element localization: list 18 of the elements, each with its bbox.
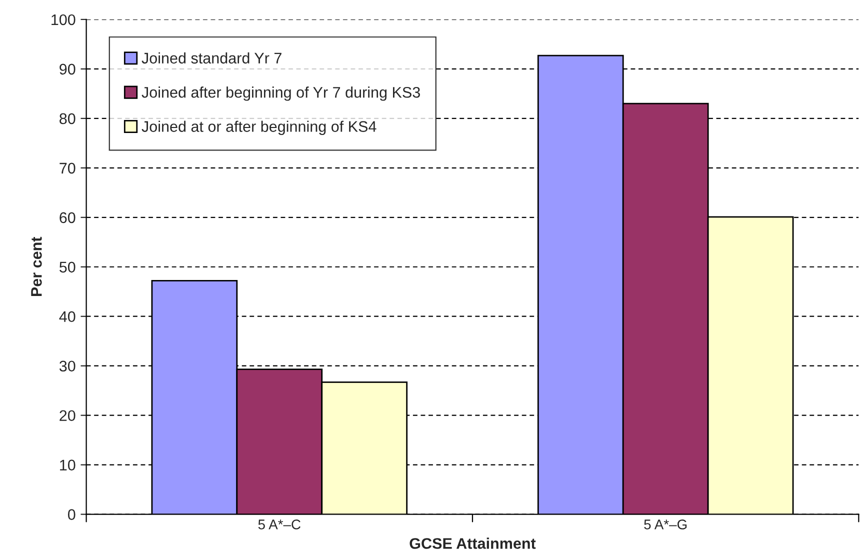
- y-tick-label: 80: [60, 113, 76, 124]
- y-axis-title: Per cent: [31, 236, 42, 296]
- y-tick-label: 70: [60, 162, 76, 174]
- legend-label: Joined standard Yr 7: [142, 52, 282, 64]
- x-tick-label: 5 A*–G: [644, 520, 687, 530]
- x-tick-label: 5 A*–C: [258, 520, 300, 530]
- x-axis-title: GCSE Attainment: [410, 538, 536, 549]
- legend-label: Joined at or after beginning of KS4: [142, 120, 376, 135]
- y-tick-label: 30: [59, 360, 76, 372]
- y-tick-label: 0: [68, 509, 76, 520]
- legend-label: Joined after beginning of Yr 7 during KS3: [142, 86, 420, 101]
- y-tick-label: 100: [52, 14, 76, 26]
- y-tick-label: 60: [60, 212, 76, 224]
- y-tick-label: 50: [60, 262, 76, 273]
- y-tick-label: 40: [59, 311, 76, 322]
- y-tick-label: 90: [60, 64, 76, 75]
- y-tick-label: 10: [60, 460, 76, 470]
- y-tick-label: 20: [60, 410, 76, 422]
